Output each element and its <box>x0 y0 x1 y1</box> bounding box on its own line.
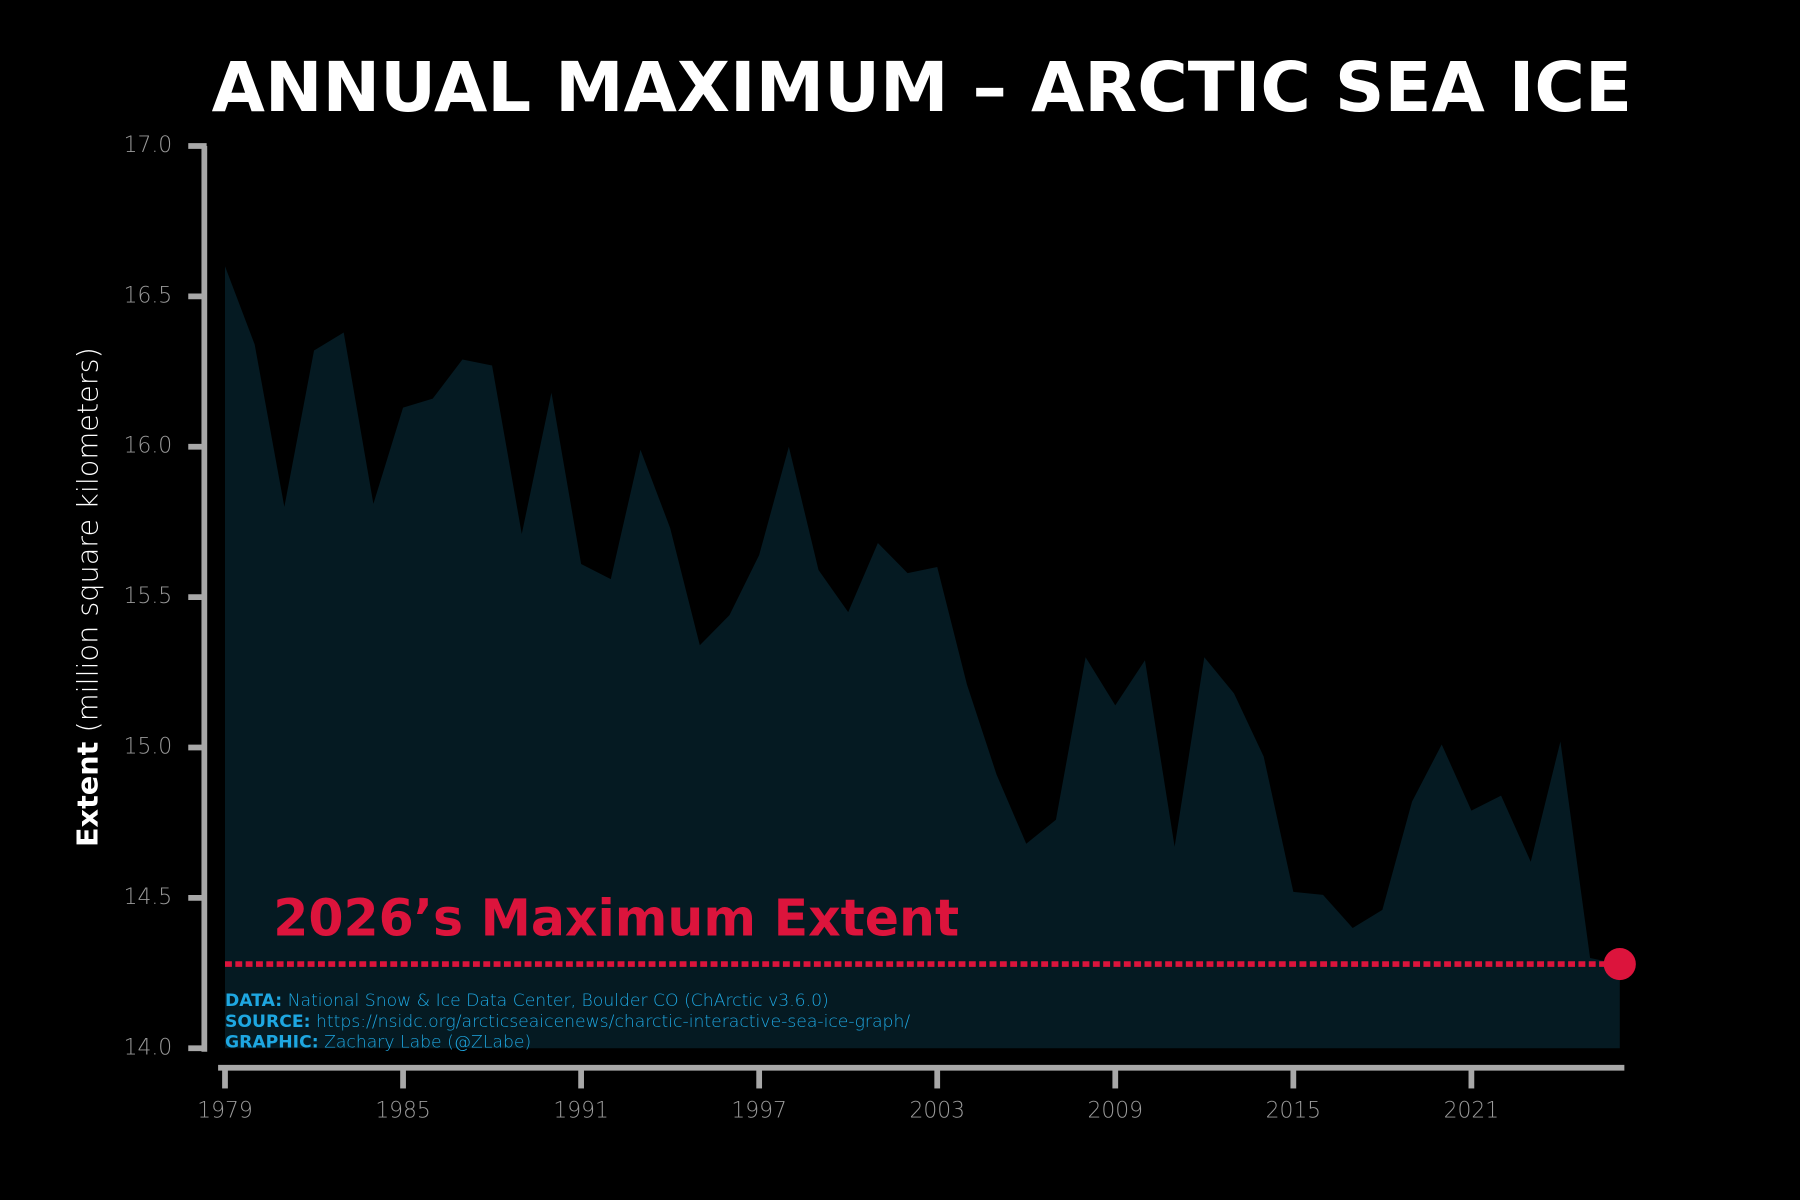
annotation: 2026’s Maximum Extent <box>273 889 959 948</box>
source-note-text: Zachary Labe (@ZLabe) <box>324 1033 531 1053</box>
y-axis-label: Extent (million square kilometers) <box>71 347 105 847</box>
source-note: DATA: National Snow & Ice Data Center, B… <box>225 991 829 1011</box>
source-note: SOURCE: https://nsidc.org/arcticseaicene… <box>225 1012 910 1032</box>
area <box>225 266 1620 1049</box>
y-tick-label: 15.0 <box>124 735 173 760</box>
source-note: GRAPHIC: Zachary Labe (@ZLabe) <box>225 1033 531 1053</box>
y-tick-label: 16.0 <box>124 434 173 459</box>
source-note-text: National Snow & Ice Data Center, Boulder… <box>288 991 829 1011</box>
y-tick-label: 14.0 <box>124 1035 173 1060</box>
x-tick-label: 2009 <box>1088 1098 1143 1123</box>
x-tick-label: 1991 <box>553 1098 608 1123</box>
source-note-text: https://nsidc.org/arcticseaicenews/charc… <box>316 1012 910 1032</box>
highlight-dot <box>1603 947 1636 981</box>
x-tick-label: 1979 <box>197 1098 252 1123</box>
x-tick-label: 2003 <box>909 1098 964 1123</box>
y-tick-label: 17.0 <box>124 133 173 158</box>
chart-title: ANNUAL MAXIMUM – ARCTIC SEA ICE <box>212 48 1632 128</box>
y-axis-label-unit: (million square kilometers) <box>71 347 105 732</box>
x-tick-label: 2015 <box>1266 1098 1321 1123</box>
y-tick-label: 16.5 <box>124 283 173 308</box>
x-tick-label: 1997 <box>731 1098 786 1123</box>
y-axis-label-bold: Extent <box>71 741 105 847</box>
x-tick-label: 2021 <box>1444 1098 1499 1123</box>
y-tick-label: 14.5 <box>124 885 173 910</box>
source-note-label: SOURCE: <box>225 1012 310 1032</box>
x-tick-label: 1985 <box>375 1098 430 1123</box>
y-tick-label: 15.5 <box>124 584 173 609</box>
source-note-label: DATA: <box>225 991 282 1011</box>
source-note-label: GRAPHIC: <box>225 1033 319 1053</box>
